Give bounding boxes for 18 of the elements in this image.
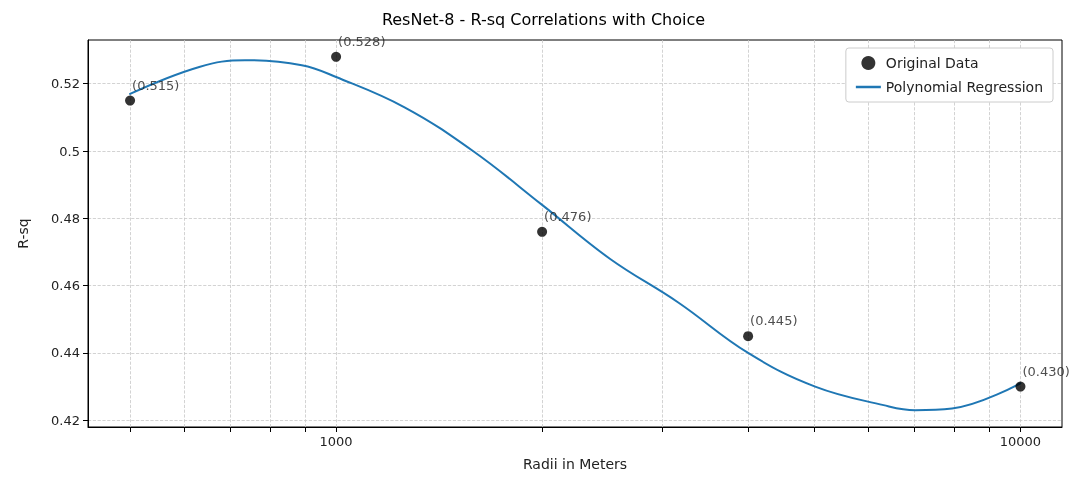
x-tick-label: 1000: [319, 434, 353, 449]
chart-title: ResNet-8 - R-sq Correlations with Choice: [381, 9, 706, 29]
legend-label: Original Data: [885, 55, 979, 71]
point: [125, 95, 136, 106]
point: [331, 51, 342, 62]
point: [537, 226, 548, 237]
y-tick-label: 0.46: [51, 278, 80, 294]
point: [743, 331, 754, 342]
legend-label: Polynomial Regression: [885, 79, 1044, 95]
x-tick-label: 10000: [999, 434, 1042, 449]
y-tick-label: 0.5: [59, 143, 80, 159]
y-tick-label: 0.52: [51, 76, 80, 92]
y-axis-title: R-sq: [15, 218, 31, 249]
data-label: (0.445): [750, 313, 798, 329]
x-axis-title: Radii in Meters: [522, 456, 628, 472]
y-tick-label: 0.48: [51, 210, 80, 226]
y-tick-label: 0.44: [51, 345, 80, 361]
y-tick-label: 0.42: [51, 412, 80, 428]
